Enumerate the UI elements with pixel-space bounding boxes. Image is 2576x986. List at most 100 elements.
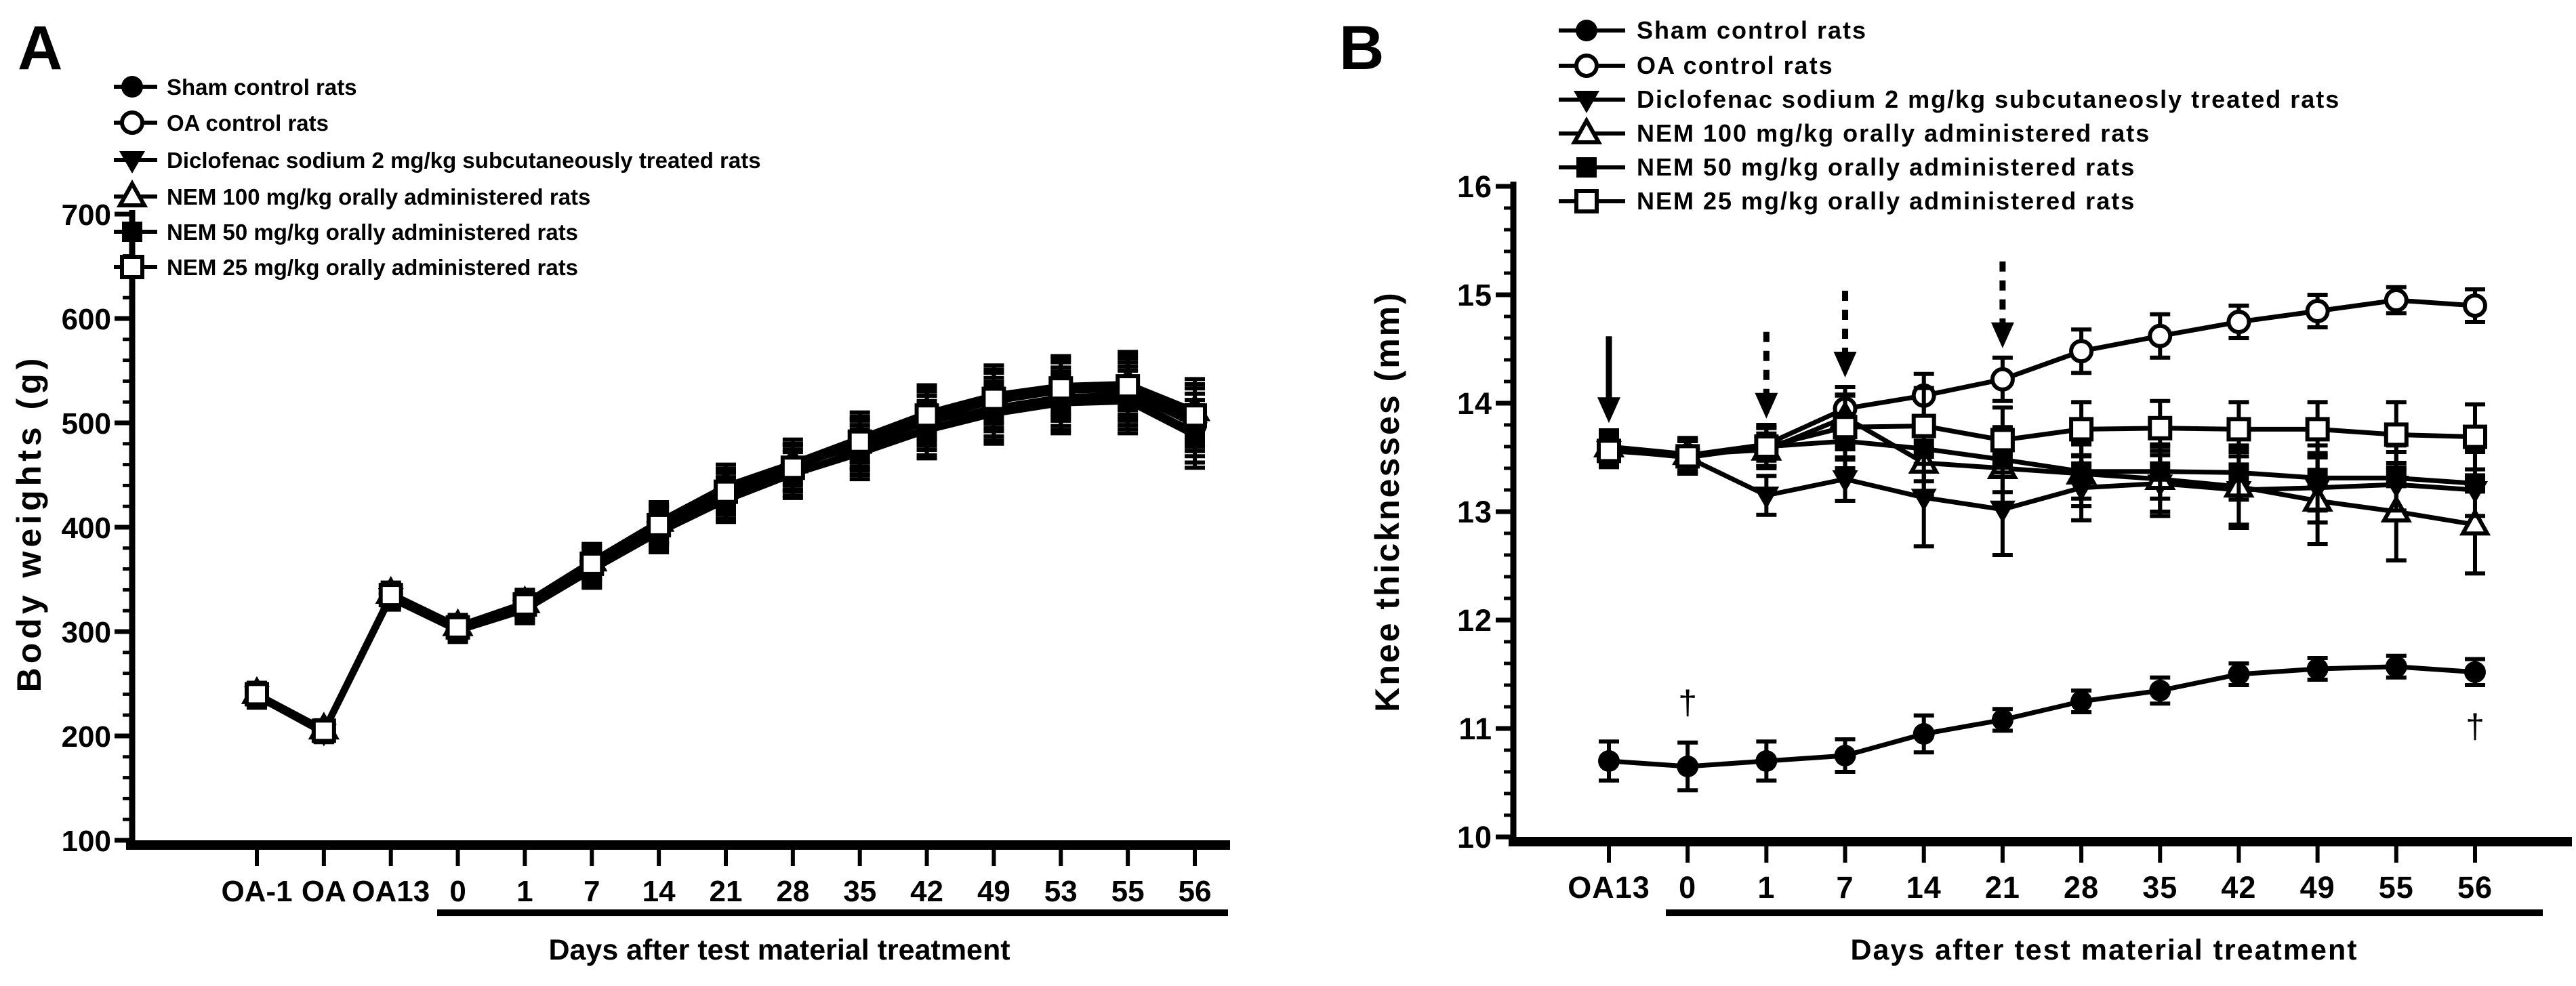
x-tick-label: 56 bbox=[1179, 875, 1212, 908]
open-square-marker bbox=[445, 615, 470, 640]
open-circle-marker bbox=[1990, 367, 2015, 392]
filled-square-marker bbox=[2464, 473, 2485, 494]
filled-circle-marker bbox=[2070, 691, 2093, 712]
dashed-arrow-head bbox=[1755, 392, 1778, 419]
x-tick-label: 49 bbox=[977, 875, 1010, 908]
open-square-marker bbox=[981, 386, 1006, 411]
x-tick-label: 1 bbox=[516, 875, 533, 908]
open-square-marker bbox=[2462, 424, 2487, 449]
open-circle-marker bbox=[2462, 293, 2487, 318]
x-tick-label: 49 bbox=[2300, 870, 2335, 905]
x-tick-label: OA13 bbox=[1568, 870, 1650, 905]
legend-label: Sham control rats bbox=[1637, 16, 1867, 44]
legend-label: Diclofenac sodium 2 mg/kg subcutaneosly … bbox=[1637, 85, 2340, 113]
filled-triangle-down-marker bbox=[1574, 91, 1599, 113]
legend-label: NEM 50 mg/kg orally administered rats bbox=[167, 220, 578, 245]
open-square-marker bbox=[2384, 422, 2409, 447]
open-square-marker bbox=[245, 682, 269, 707]
open-square-marker bbox=[1754, 434, 1779, 459]
filled-circle-marker bbox=[2228, 663, 2250, 685]
x-tick-label: 28 bbox=[776, 875, 809, 908]
open-square-marker bbox=[713, 479, 738, 504]
y-tick-label: 10 bbox=[1457, 820, 1492, 855]
open-triangle-up-marker bbox=[116, 179, 148, 207]
open-square-marker bbox=[780, 455, 805, 480]
legend-label: OA control rats bbox=[167, 110, 329, 136]
filled-triangle-down-marker bbox=[1753, 487, 1780, 509]
x-tick-label: 35 bbox=[843, 875, 876, 908]
series-line bbox=[255, 395, 1196, 735]
y-tick-label: 15 bbox=[1457, 278, 1492, 312]
legend-label: NEM 25 mg/kg orally administered rats bbox=[1637, 187, 2135, 215]
y-tick-label: 14 bbox=[1457, 386, 1492, 421]
open-square-marker bbox=[512, 592, 537, 617]
x-tick-label: OA13 bbox=[352, 875, 430, 908]
filled-triangle-down-marker bbox=[1832, 470, 1858, 493]
open-square-marker bbox=[1182, 403, 1207, 428]
y-tick-label: 11 bbox=[1458, 712, 1492, 746]
open-square-marker bbox=[1911, 413, 1936, 438]
open-circle-marker bbox=[1574, 54, 1599, 78]
filled-circle-marker bbox=[1991, 709, 2013, 731]
filled-circle-marker bbox=[1598, 750, 1620, 772]
y-tick-label: 400 bbox=[62, 512, 111, 545]
open-square-marker bbox=[647, 512, 672, 537]
open-square-marker bbox=[2069, 417, 2094, 442]
x-tick-label: 28 bbox=[2064, 870, 2099, 905]
dagger-significance-mark: † bbox=[2466, 707, 2485, 745]
panel-a-x-axis-title: Days after test material treatment bbox=[548, 934, 1010, 966]
open-triangle-up-marker bbox=[1570, 116, 1603, 144]
open-circle-marker bbox=[2148, 323, 2173, 348]
filled-circle-marker bbox=[1755, 750, 1778, 772]
panel-b-plot: 10 11 12 13 14 15 16 OA13 0 1 7 14 21 28 35 42 49 55 56 Sha… bbox=[1457, 16, 2572, 916]
filled-square-marker bbox=[1576, 157, 1597, 178]
open-square-marker bbox=[1048, 376, 1074, 401]
y-tick-label: 600 bbox=[62, 303, 111, 336]
y-tick-label: 200 bbox=[62, 720, 111, 754]
open-triangle-up-marker bbox=[2459, 508, 2491, 536]
open-square-marker bbox=[1116, 374, 1141, 399]
x-tick-label: OA-1 bbox=[221, 875, 292, 908]
x-tick-label: 56 bbox=[2457, 870, 2493, 905]
panel-a-plot: 100 200 300 400 500 600 700 OA-1 OA OA13 0 1 7 14 21 28… bbox=[62, 75, 1230, 916]
filled-circle-marker bbox=[121, 76, 143, 98]
dagger-significance-mark: † bbox=[1678, 684, 1697, 722]
open-square-marker bbox=[2148, 415, 2173, 440]
x-tick-label: 35 bbox=[2142, 870, 2178, 905]
y-tick-label: 100 bbox=[62, 825, 111, 858]
filled-circle-marker bbox=[1677, 756, 1699, 777]
filled-circle-marker bbox=[2306, 658, 2329, 680]
x-tick-label: 0 bbox=[449, 875, 466, 908]
filled-circle-marker bbox=[2463, 661, 2486, 683]
x-tick-label: OA bbox=[302, 875, 346, 908]
y-tick-label: 13 bbox=[1457, 495, 1492, 529]
x-tick-label: 0 bbox=[1679, 870, 1696, 905]
open-square-marker bbox=[579, 551, 605, 576]
open-square-marker bbox=[2305, 417, 2330, 442]
x-tick-label: 21 bbox=[710, 875, 743, 908]
series-line bbox=[255, 384, 1196, 733]
x-tick-label: 21 bbox=[1985, 870, 2020, 905]
x-tick-label: 1 bbox=[1757, 870, 1775, 905]
filled-square-marker bbox=[2228, 462, 2249, 483]
series-line bbox=[255, 391, 1196, 733]
filled-circle-marker bbox=[1913, 723, 1935, 745]
open-square-marker bbox=[1990, 428, 2015, 453]
legend-label: OA control rats bbox=[1637, 52, 1834, 79]
panel-b-label: B bbox=[1339, 14, 1384, 83]
series-line bbox=[255, 399, 1196, 737]
open-square-marker bbox=[1574, 189, 1599, 213]
filled-square-marker bbox=[2386, 468, 2407, 489]
panel-a-label: A bbox=[18, 14, 62, 83]
y-tick-label: 300 bbox=[62, 616, 111, 649]
open-square-marker bbox=[378, 583, 403, 608]
open-circle-marker bbox=[2384, 288, 2409, 312]
open-square-marker bbox=[1833, 415, 1858, 440]
y-tick-label: 16 bbox=[1457, 169, 1492, 204]
open-circle-marker bbox=[2069, 339, 2094, 364]
panel-a-y-axis-title: Body weights (g) bbox=[10, 354, 48, 693]
legend-label: NEM 50 mg/kg orally administered rats bbox=[1637, 153, 2135, 181]
x-tick-label: 53 bbox=[1044, 875, 1078, 908]
